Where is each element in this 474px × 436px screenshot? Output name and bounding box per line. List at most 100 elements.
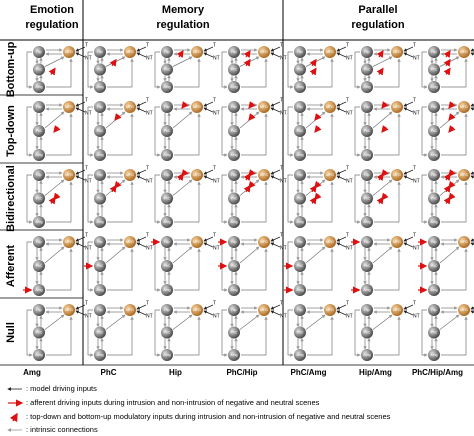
connection (374, 113, 401, 156)
node (294, 125, 306, 137)
connection (87, 174, 94, 224)
connection (75, 107, 86, 113)
connection (44, 314, 65, 330)
input-label: T (85, 300, 88, 306)
input-label: T (213, 165, 216, 171)
column-header: Parallel (358, 4, 397, 16)
node (391, 304, 403, 316)
input-label: NT (413, 313, 420, 319)
node (294, 192, 306, 205)
network: T NT Hip PhC Amg MFG (354, 300, 420, 361)
connection (336, 46, 347, 52)
node-label: PhC (97, 264, 104, 268)
row-label: Bottom-up (5, 41, 17, 97)
network: T NT Hip PhC Amg MFG (354, 97, 420, 161)
connection (26, 174, 33, 224)
node (361, 63, 373, 76)
node-label: PhC (364, 196, 371, 200)
connection (354, 106, 361, 157)
node-label: Hip (364, 50, 369, 54)
node-label: PhC (297, 196, 304, 200)
node (361, 284, 373, 296)
node-label: Amg (430, 85, 437, 89)
connection (241, 316, 268, 356)
network: T NT Hip PhC Amg MFG (354, 42, 420, 93)
node-label: Hip (364, 105, 369, 109)
node (228, 169, 240, 181)
connection (403, 46, 414, 52)
connection (75, 46, 86, 52)
node-label: Amg (163, 85, 170, 89)
node (428, 169, 440, 181)
connection (203, 46, 214, 52)
node (161, 349, 173, 361)
node (428, 101, 440, 113)
input-label: NT (346, 178, 353, 184)
node-label: Hip (431, 240, 436, 244)
connection (441, 248, 468, 291)
node (324, 236, 336, 248)
connection (421, 51, 428, 89)
input-label: T (346, 97, 349, 103)
node-label: PhC (164, 67, 171, 71)
modulation (114, 113, 122, 121)
input-label: T (85, 42, 88, 48)
input-label: T (146, 300, 149, 306)
node-label: Amg (35, 85, 42, 89)
node (428, 260, 440, 272)
node-label: PhC (164, 196, 171, 200)
node-label: Hip (97, 173, 102, 177)
connection (403, 242, 414, 248)
connection (270, 304, 281, 310)
modulation (314, 113, 322, 121)
modulation (181, 169, 189, 177)
connection (403, 101, 414, 107)
connection (403, 52, 414, 58)
node-label: Amg (163, 288, 170, 292)
node (191, 236, 203, 248)
connection (174, 316, 201, 356)
node-label: Hip (231, 105, 236, 109)
node-label: PhC (164, 129, 171, 133)
modulation (448, 180, 456, 189)
input-label: NT (280, 313, 287, 319)
connection (75, 169, 86, 175)
node (228, 284, 240, 296)
connection (46, 181, 73, 223)
connection (421, 309, 428, 357)
node (228, 81, 240, 93)
node-label: Hip (97, 105, 102, 109)
connection (87, 309, 94, 357)
connection (239, 314, 260, 330)
node-label: Hip (164, 50, 169, 54)
node (228, 260, 240, 272)
input-label: T (280, 300, 283, 306)
input-label: T (213, 42, 216, 48)
node-label: MFG (126, 50, 134, 54)
node-label: PhC (231, 129, 238, 133)
node (33, 284, 45, 296)
node (161, 192, 173, 205)
column-header: Emotion (30, 4, 74, 16)
modulation (314, 192, 322, 201)
connection (203, 101, 214, 107)
node (33, 63, 45, 76)
input-label: T (413, 97, 416, 103)
node-label: MFG (260, 308, 268, 312)
node-label: Hip (231, 50, 236, 54)
node (228, 149, 240, 161)
node (361, 236, 373, 248)
node-label: MFG (326, 105, 334, 109)
connection (174, 181, 201, 223)
modulation (243, 50, 251, 58)
node-label: Amg (96, 288, 103, 292)
node (428, 192, 440, 205)
node-label: MFG (326, 173, 334, 177)
connection (305, 314, 326, 330)
connection (105, 56, 126, 67)
node-label: PhC (231, 196, 238, 200)
connection (374, 58, 401, 88)
connection (441, 113, 468, 156)
connection (470, 310, 474, 314)
connection (403, 310, 414, 316)
